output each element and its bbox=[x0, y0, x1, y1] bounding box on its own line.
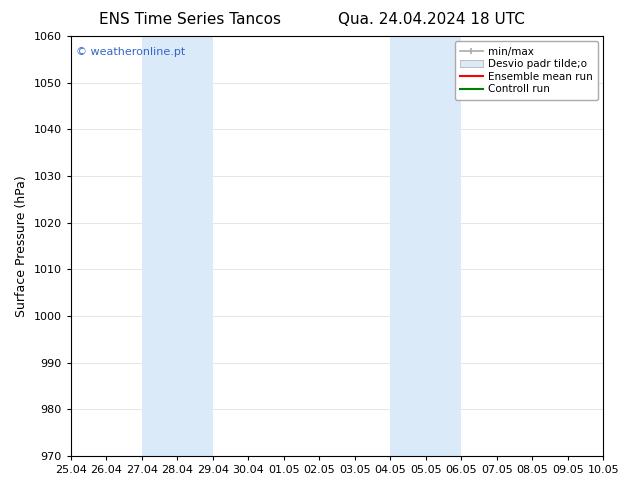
Text: Qua. 24.04.2024 18 UTC: Qua. 24.04.2024 18 UTC bbox=[338, 12, 524, 27]
Bar bbox=[142, 36, 212, 456]
Text: ENS Time Series Tancos: ENS Time Series Tancos bbox=[99, 12, 281, 27]
Text: © weatheronline.pt: © weatheronline.pt bbox=[76, 47, 185, 57]
Y-axis label: Surface Pressure (hPa): Surface Pressure (hPa) bbox=[15, 175, 28, 317]
Bar bbox=[425, 36, 461, 456]
Bar bbox=[390, 36, 425, 456]
Legend: min/max, Desvio padr tilde;o, Ensemble mean run, Controll run: min/max, Desvio padr tilde;o, Ensemble m… bbox=[455, 41, 598, 99]
